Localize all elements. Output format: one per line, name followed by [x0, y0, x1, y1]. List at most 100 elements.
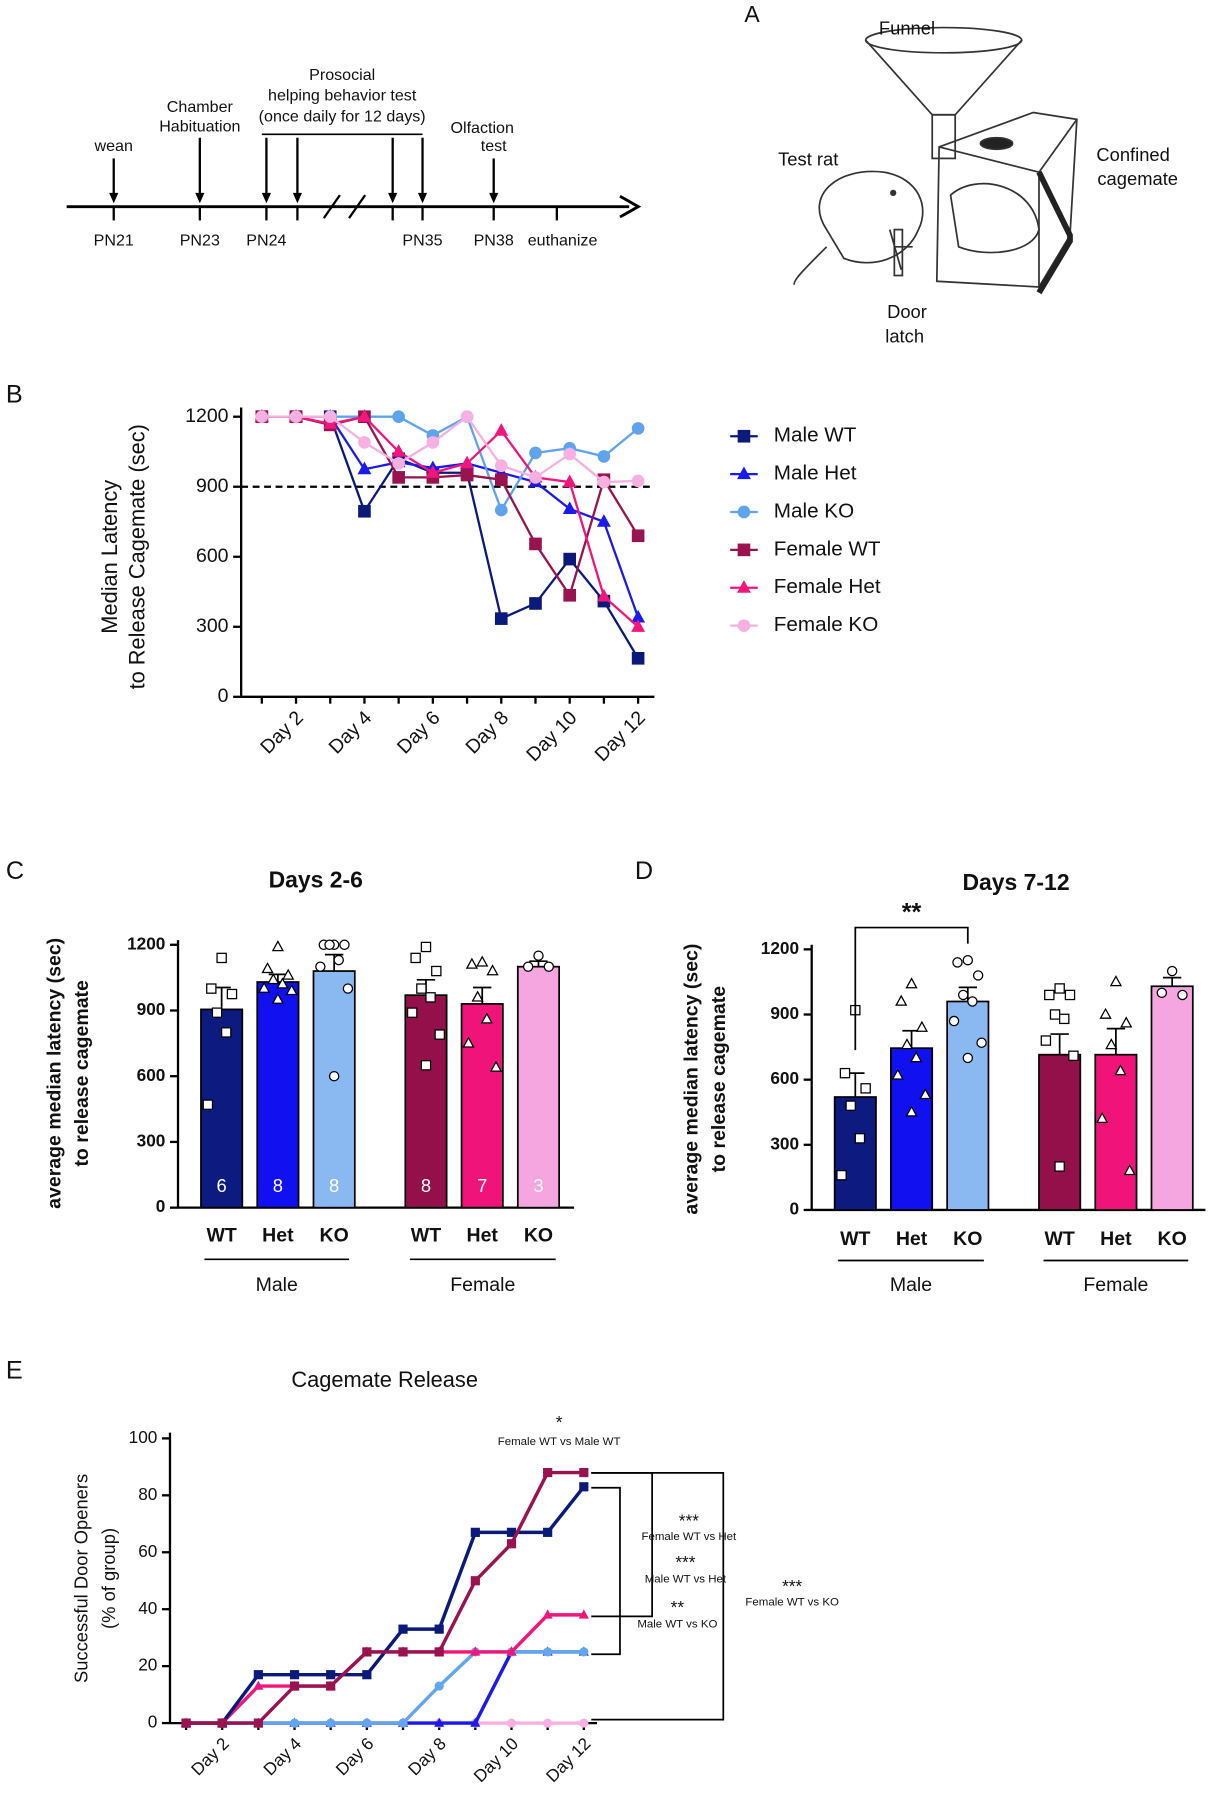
marker — [253, 1680, 264, 1690]
timeline-ticks — [112, 133, 558, 221]
event-label: (once daily for 12 days) — [259, 107, 426, 125]
legend-marker — [737, 580, 751, 593]
annotation-stars: *** — [675, 1552, 695, 1572]
marker — [543, 1467, 553, 1478]
marker — [289, 410, 303, 424]
x-tick-label: Het — [1100, 1228, 1132, 1250]
annotation-stars: *** — [782, 1576, 802, 1596]
legend-label: Male WT — [774, 424, 857, 447]
panel-label: E — [6, 1356, 23, 1384]
marker — [494, 423, 509, 436]
significance-label: ** — [902, 898, 922, 926]
marker — [1120, 1016, 1133, 1028]
marker — [976, 1037, 987, 1048]
marker — [420, 941, 432, 953]
marker — [391, 444, 406, 457]
illustration-label: Funnel — [879, 18, 935, 39]
bar — [946, 1000, 990, 1211]
marker — [285, 983, 298, 996]
marker — [221, 1027, 232, 1038]
y-tick-label: 100 — [129, 1427, 158, 1447]
marker — [425, 465, 440, 478]
marker — [326, 1681, 336, 1691]
marker — [891, 1068, 904, 1080]
annotation-stars: *** — [679, 1511, 699, 1531]
marker — [1068, 1050, 1079, 1061]
x-tick-label: Het — [896, 1228, 928, 1250]
x-tick-label: Day 2 — [187, 1733, 233, 1779]
marker — [431, 965, 442, 977]
x-tick-label: Het — [262, 1225, 294, 1247]
significance-bracket — [854, 926, 969, 1051]
event-label: Olfaction — [451, 119, 514, 137]
event-label: Chamber — [167, 98, 234, 116]
panel-label: B — [6, 381, 23, 409]
marker — [506, 1718, 517, 1728]
marker — [470, 1576, 480, 1586]
marker — [434, 1717, 445, 1727]
marker — [471, 990, 484, 1002]
marker — [1044, 989, 1055, 1001]
marker — [358, 504, 371, 518]
marker — [962, 1052, 974, 1064]
legend-label: Male Het — [774, 462, 857, 485]
marker — [494, 503, 508, 517]
illustration-labels: Funnel Test rat Confined cagemate Door l… — [778, 18, 1178, 347]
marker — [529, 597, 542, 610]
marker — [202, 1099, 214, 1110]
series-line — [261, 415, 640, 598]
series-line — [186, 1650, 584, 1725]
marker — [206, 983, 217, 994]
y-axis-label: Median Latency — [97, 480, 122, 634]
y-tick-label: 0 — [218, 685, 229, 707]
y-axis-label: Successful Door Openers — [71, 1474, 92, 1683]
marker — [631, 422, 645, 435]
legend-label: Male KO — [774, 499, 854, 522]
series-line — [186, 1613, 584, 1725]
marker — [543, 1527, 553, 1537]
y-tick-label: 900 — [196, 475, 229, 497]
legend-marker — [737, 543, 751, 557]
marker — [392, 471, 405, 484]
marker — [342, 983, 354, 994]
marker — [357, 409, 372, 422]
group-label: Male — [890, 1274, 932, 1296]
marker — [476, 955, 489, 967]
y-tick-label: 0 — [789, 1198, 799, 1218]
series-line — [186, 1650, 584, 1725]
x-tick-label: Day 8 — [404, 1733, 450, 1779]
marker — [339, 939, 350, 950]
x-tick-label: KO — [1158, 1228, 1187, 1250]
legend-label: Female Het — [774, 575, 881, 598]
y-tick-label: 600 — [137, 1065, 166, 1085]
marker — [967, 996, 978, 1007]
bar — [1094, 1053, 1138, 1211]
marker — [529, 471, 542, 484]
event-label: helping behavior test — [268, 87, 417, 105]
marker — [905, 977, 918, 989]
illustration-label: Test rat — [778, 149, 838, 170]
marker — [948, 1015, 960, 1027]
annotation-label: Female WT vs Het — [641, 1531, 737, 1543]
marker — [919, 1088, 932, 1100]
marker — [529, 537, 542, 551]
marker — [494, 612, 508, 625]
marker — [1054, 983, 1065, 994]
marker — [398, 1718, 408, 1728]
marker — [533, 950, 544, 961]
x-tick-label: WT — [411, 1225, 441, 1247]
marker — [905, 1105, 918, 1117]
legend-label: Female WT — [774, 537, 881, 560]
illustration-label: latch — [885, 325, 924, 346]
marker — [398, 1624, 408, 1634]
x-tick-label: KO — [953, 1228, 982, 1250]
y-tick-label: 0 — [156, 1196, 166, 1216]
marker — [631, 651, 645, 665]
marker — [480, 1012, 493, 1024]
marker — [631, 529, 645, 543]
marker — [543, 1647, 553, 1657]
marker — [506, 1646, 517, 1656]
x-tick-label: Day 10 — [469, 1733, 522, 1786]
marker — [563, 588, 577, 602]
